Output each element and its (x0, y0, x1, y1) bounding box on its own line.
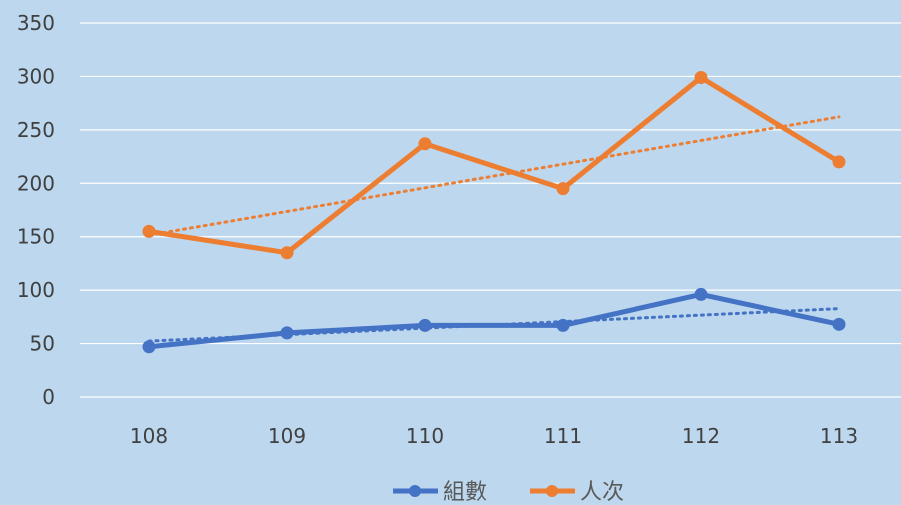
series-lines (142, 70, 846, 354)
legend-swatch-marker (546, 485, 558, 497)
x-tick-label: 109 (268, 424, 306, 448)
data-point (832, 155, 846, 169)
legend-item: 組數 (393, 480, 487, 505)
data-point (832, 317, 846, 331)
series-line-0 (146, 291, 842, 350)
y-axis-tick-labels: 0 50 100 150 200 250 300 350 (17, 11, 55, 409)
data-point (694, 287, 708, 301)
y-tick-label: 150 (17, 225, 55, 249)
y-tick-label: 50 (30, 332, 55, 356)
legend: 組數 人次 (393, 480, 624, 505)
y-tick-label: 350 (17, 11, 55, 35)
x-tick-label: 111 (544, 424, 582, 448)
y-tick-label: 200 (17, 171, 55, 195)
data-point (280, 246, 294, 260)
trendline-series-1 (147, 115, 841, 237)
data-point (142, 340, 156, 354)
data-point (418, 318, 432, 332)
legend-swatch-marker (409, 485, 421, 497)
data-point (556, 182, 570, 196)
y-tick-label: 300 (17, 64, 55, 88)
gridlines (80, 22, 901, 398)
data-point (418, 137, 432, 151)
data-point (142, 224, 156, 238)
series-line-1 (146, 74, 842, 256)
x-axis-tick-labels: 108 109 110 111 112 113 (130, 424, 858, 448)
trendlines (147, 115, 841, 343)
y-tick-label: 100 (17, 278, 55, 302)
legend-item: 人次 (530, 480, 624, 505)
x-tick-label: 108 (130, 424, 168, 448)
legend-label: 組數 (443, 480, 487, 505)
data-point (694, 70, 708, 84)
y-tick-label: 0 (42, 385, 55, 409)
legend-label: 人次 (580, 480, 624, 505)
data-point (556, 318, 570, 332)
data-point (280, 326, 294, 340)
x-tick-label: 112 (682, 424, 720, 448)
x-tick-label: 110 (406, 424, 444, 448)
x-tick-label: 113 (820, 424, 858, 448)
y-tick-label: 250 (17, 118, 55, 142)
